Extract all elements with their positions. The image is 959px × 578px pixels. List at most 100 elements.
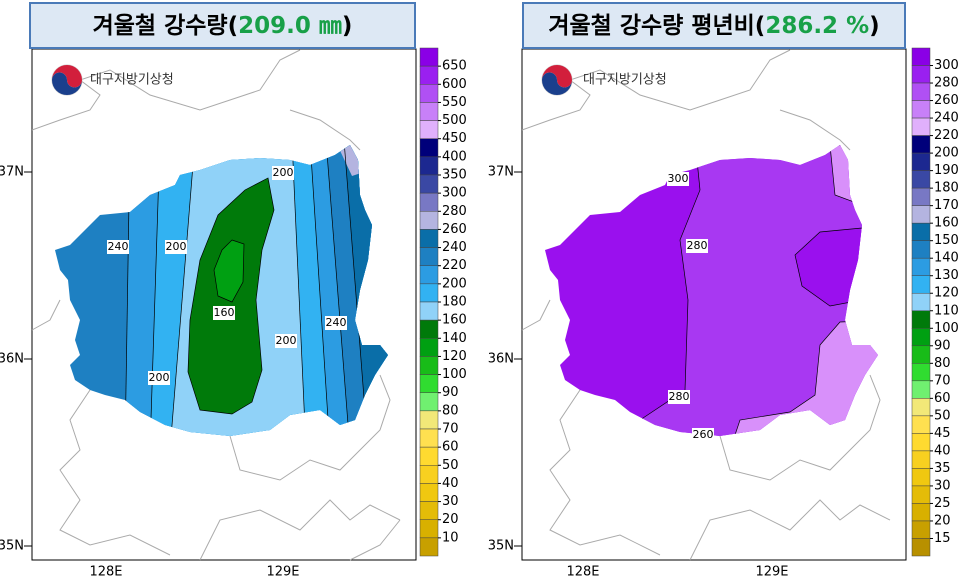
lon-label: 128E bbox=[89, 565, 122, 578]
contour-label: 200 bbox=[276, 334, 297, 347]
lon-label: 129E bbox=[266, 565, 299, 578]
color-box bbox=[911, 538, 931, 557]
contour-label-bg bbox=[272, 166, 294, 180]
color-box bbox=[911, 222, 931, 241]
lat-label: 37N bbox=[488, 165, 514, 180]
colorbar-label: 150 bbox=[934, 233, 959, 248]
color-box bbox=[911, 380, 931, 399]
contour-label: 240 bbox=[326, 316, 347, 329]
color-box bbox=[911, 433, 931, 452]
contour-label-bg bbox=[692, 428, 714, 442]
color-box bbox=[419, 301, 439, 321]
color-box bbox=[911, 117, 931, 136]
colorbar-label: 120 bbox=[442, 349, 467, 364]
title-end: ) bbox=[342, 13, 353, 39]
colorbar-label: 180 bbox=[934, 181, 959, 196]
colorbar-label: 40 bbox=[442, 476, 459, 491]
color-box bbox=[419, 265, 439, 285]
colorbar-label: 140 bbox=[442, 331, 467, 346]
contour-label-bg bbox=[668, 390, 690, 404]
colorbar-label: 280 bbox=[442, 204, 467, 219]
color-box bbox=[419, 356, 439, 375]
lat-label: 35N bbox=[0, 539, 24, 554]
colorbar-label: 260 bbox=[934, 93, 959, 108]
color-box bbox=[419, 47, 439, 67]
lat-label: 36N bbox=[488, 352, 514, 367]
colorbar-label: 70 bbox=[442, 422, 459, 437]
color-box bbox=[911, 257, 931, 276]
color-box bbox=[911, 47, 931, 66]
contour-label-bg bbox=[325, 316, 347, 330]
colorbar-label: 240 bbox=[442, 240, 467, 255]
color-box bbox=[419, 338, 439, 357]
colorbar-label: 20 bbox=[934, 513, 951, 528]
color-box bbox=[911, 468, 931, 487]
colorbar-label: 40 bbox=[934, 443, 951, 458]
color-box bbox=[911, 292, 931, 312]
colorbar-label: 160 bbox=[934, 216, 959, 231]
colorbar-label: 190 bbox=[934, 163, 959, 178]
colorbar-label: 240 bbox=[934, 111, 959, 126]
color-box bbox=[911, 205, 931, 224]
color-box bbox=[911, 415, 931, 434]
colorbar-label: 300 bbox=[442, 186, 467, 201]
color-box bbox=[911, 503, 931, 522]
contour-label-bg bbox=[667, 172, 689, 186]
colorbar-label: 60 bbox=[934, 391, 951, 406]
colorbar-label: 450 bbox=[442, 131, 467, 146]
color-box bbox=[911, 100, 931, 119]
lon-label: 128E bbox=[566, 565, 599, 578]
title-box bbox=[522, 2, 906, 49]
color-box bbox=[419, 465, 439, 484]
contour-label: 160 bbox=[214, 306, 235, 319]
contour-label-bg bbox=[107, 240, 129, 254]
color-box bbox=[419, 483, 439, 502]
colorbar-label: 180 bbox=[442, 295, 467, 310]
title: 겨울철 강수량 평년비(286.2 %) bbox=[548, 13, 879, 39]
color-box bbox=[419, 120, 439, 139]
color-box bbox=[419, 410, 439, 430]
colorbar-label: 25 bbox=[934, 496, 951, 511]
color-box bbox=[419, 174, 439, 194]
title-end: ) bbox=[869, 13, 880, 39]
colorbar-label: 45 bbox=[934, 426, 951, 441]
colorbar-label: 100 bbox=[442, 367, 467, 382]
colorbar-label: 220 bbox=[934, 128, 959, 143]
color-box bbox=[419, 537, 439, 557]
colorbar-label: 60 bbox=[442, 440, 459, 455]
title-text: 겨울철 강수량 평년비( bbox=[548, 13, 765, 39]
colorbar-label: 400 bbox=[442, 149, 467, 164]
color-box bbox=[911, 275, 931, 294]
colorbar-label: 140 bbox=[934, 251, 959, 266]
colorbar-label: 650 bbox=[442, 59, 467, 74]
color-box bbox=[419, 446, 439, 466]
color-box bbox=[911, 520, 931, 539]
colorbar-label: 90 bbox=[934, 338, 951, 353]
color-box bbox=[419, 138, 439, 158]
color-box bbox=[911, 363, 931, 382]
color-box bbox=[419, 392, 439, 412]
contour-label: 200 bbox=[273, 166, 294, 179]
colorbar-label: 300 bbox=[934, 58, 959, 73]
title-box bbox=[29, 2, 416, 49]
colorbar-label: 120 bbox=[934, 286, 959, 301]
contour-label: 260 bbox=[693, 428, 714, 441]
colorbar-label: 600 bbox=[442, 77, 467, 92]
map bbox=[31, 48, 417, 561]
contour-label-bg bbox=[148, 371, 170, 385]
color-box bbox=[419, 192, 439, 212]
colorbar-label: 350 bbox=[442, 168, 467, 183]
map bbox=[521, 48, 907, 561]
colorbar-label: 200 bbox=[934, 146, 959, 161]
colorbar-label: 280 bbox=[934, 76, 959, 91]
color-box bbox=[911, 398, 931, 417]
colorbar-label: 70 bbox=[934, 373, 951, 388]
colorbar-label: 50 bbox=[442, 458, 459, 473]
color-box bbox=[419, 319, 439, 339]
colorbar-label: 200 bbox=[442, 276, 467, 291]
color-box bbox=[911, 82, 931, 101]
color-box bbox=[911, 345, 931, 364]
title: 겨울철 강수량(209.0 ㎜) bbox=[93, 13, 353, 39]
title-text: 겨울철 강수량( bbox=[93, 13, 238, 39]
